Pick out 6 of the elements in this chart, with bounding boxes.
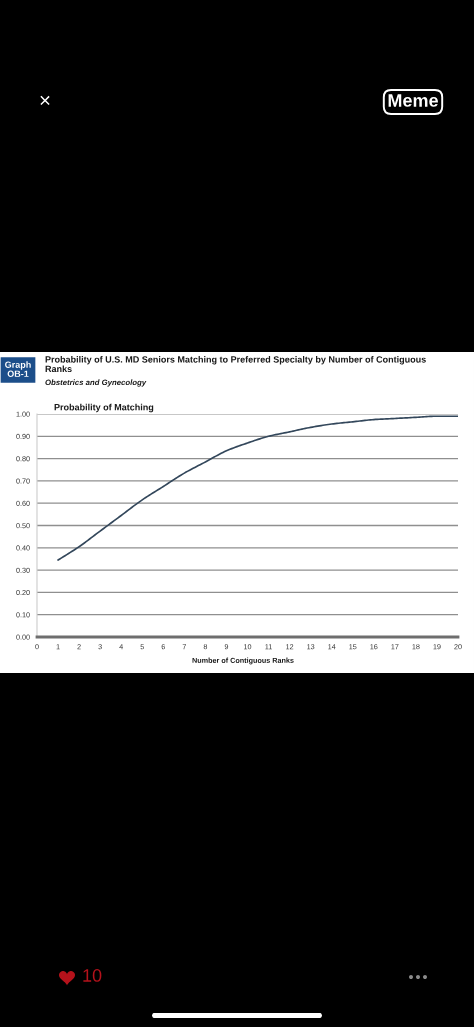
text: Meme [388, 94, 438, 107]
text: 10 [83, 969, 102, 982]
text: Graph OB-1 [5, 361, 31, 377]
text: × [40, 95, 50, 106]
y-axis-title: Probability of Matching [54, 403, 154, 413]
chart-title: Probability of U.S. MD Seniors Matching to Preferred Specialty by Number of Contiguous Ranks [45, 356, 426, 373]
